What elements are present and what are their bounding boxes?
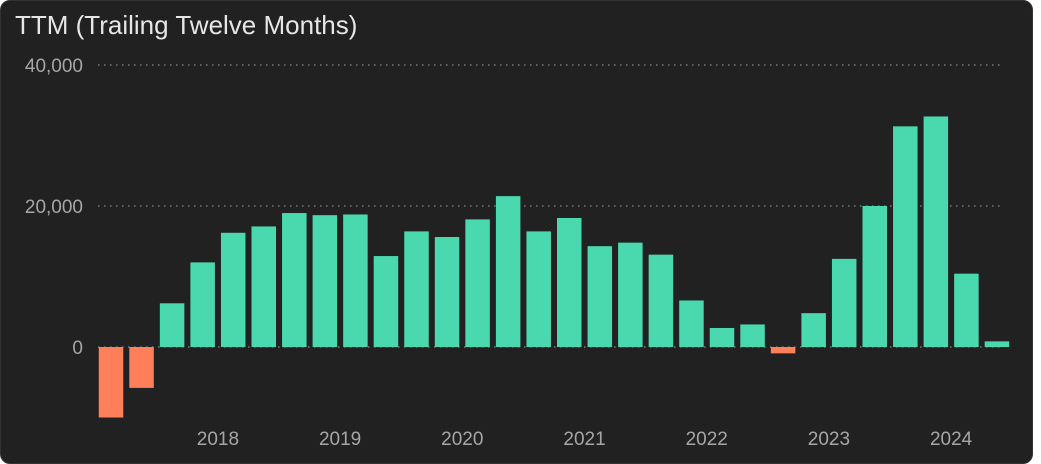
bar: [495, 196, 521, 347]
bar: [954, 273, 979, 347]
bar: [465, 219, 490, 347]
bar: [159, 303, 185, 347]
bar: [618, 242, 643, 347]
bar-negative: [770, 347, 796, 354]
x-tick-label: 2019: [319, 429, 361, 450]
bar: [587, 246, 613, 347]
bar: [220, 232, 246, 347]
bar: [190, 262, 215, 347]
bars: [98, 116, 1010, 418]
x-tick-label: 2023: [808, 429, 850, 450]
x-axis-ticks: 2018 2019 2020 2021 2022 2023 2024: [197, 429, 973, 450]
y-tick-label: 20,000: [25, 197, 83, 218]
bar: [923, 116, 949, 347]
chart-title: TTM (Trailing Twelve Months): [15, 10, 358, 40]
x-tick-label: 2021: [563, 429, 605, 450]
bar: [831, 258, 857, 347]
y-tick-label: 40,000: [25, 56, 83, 77]
bar: [984, 341, 1010, 347]
bar: [557, 217, 582, 347]
bar-negative: [98, 347, 124, 418]
bar: [526, 231, 551, 347]
x-tick-label: 2022: [686, 429, 728, 450]
bar: [251, 226, 276, 347]
bar: [893, 126, 918, 348]
bar: [740, 324, 765, 347]
x-tick-label: 2018: [197, 429, 239, 450]
bar: [282, 213, 307, 347]
bar: [679, 300, 704, 347]
bar: [373, 256, 399, 347]
bar: [434, 237, 460, 347]
x-tick-label: 2020: [441, 429, 483, 450]
bar: [404, 231, 429, 347]
bar: [343, 214, 368, 347]
x-tick-label: 2024: [930, 429, 973, 450]
bar-negative: [129, 347, 154, 388]
bar: [648, 254, 674, 347]
bar: [801, 313, 826, 347]
y-tick-label: 0: [72, 338, 83, 359]
bar: [312, 215, 338, 347]
y-axis-ticks: 0 20,000 40,000: [25, 56, 83, 359]
bar: [709, 327, 735, 347]
bar: [862, 206, 887, 347]
